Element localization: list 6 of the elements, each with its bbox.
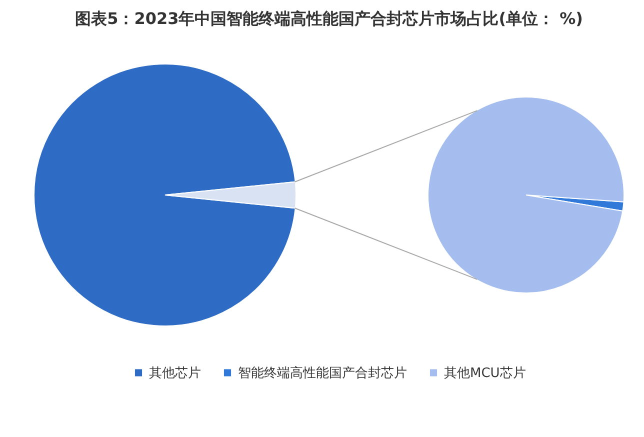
text: 图表5：2023年中国智能终端高性能国产合封芯片市场占比(单位： %) bbox=[75, 9, 583, 28]
legend-label: 智能终端高性能国产合封芯片 bbox=[238, 364, 407, 381]
pie-slice bbox=[428, 96, 624, 294]
legend-label: 其他芯片 bbox=[149, 366, 201, 381]
pie-slice bbox=[34, 64, 296, 326]
legend-label: 其他MCU芯片 bbox=[444, 366, 526, 381]
